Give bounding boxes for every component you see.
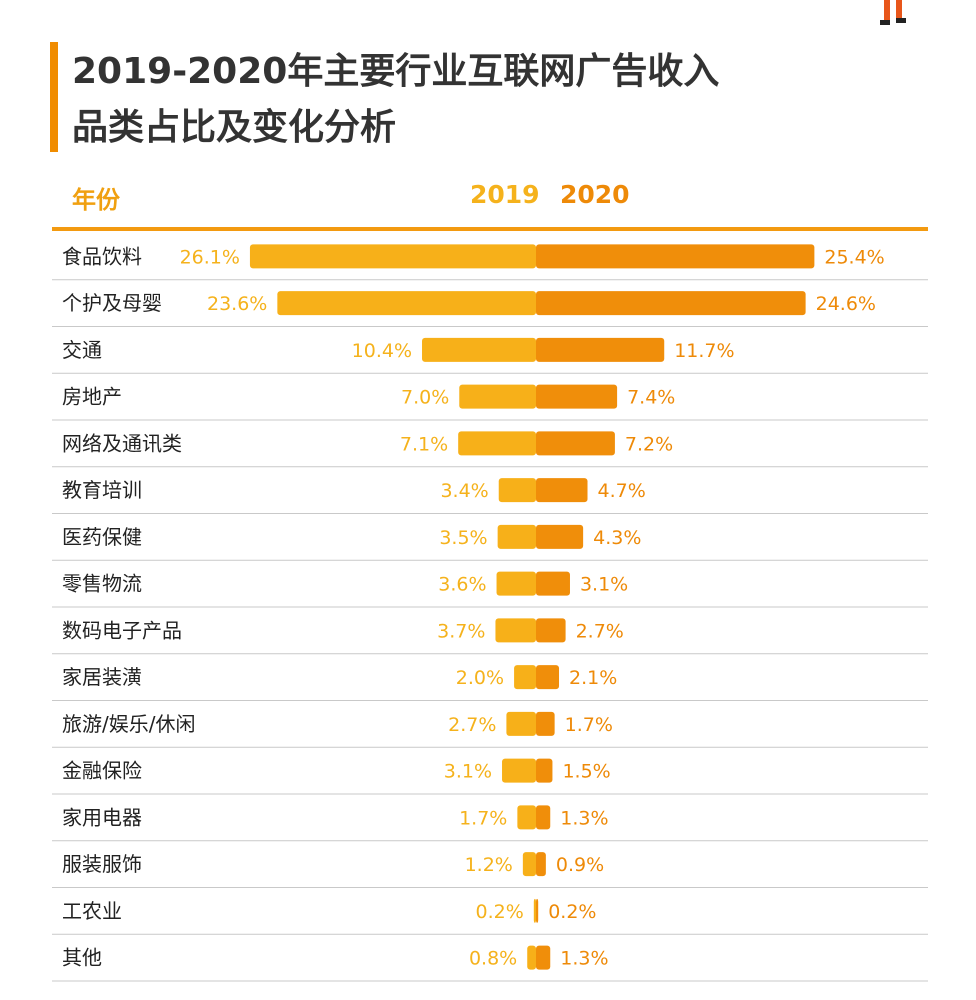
bar-2019	[502, 758, 536, 783]
data-label-2019: 26.1%	[180, 246, 240, 268]
bar-2019	[495, 618, 536, 643]
category-label: 家居装潢	[62, 665, 142, 689]
data-label-2019: 1.7%	[459, 807, 507, 829]
bar-2019	[458, 431, 536, 456]
bar-2020	[536, 852, 546, 877]
bar-2020	[536, 478, 588, 503]
bar-2020	[536, 665, 560, 690]
bar-2019	[506, 711, 536, 736]
category-label: 房地产	[62, 385, 122, 409]
category-label: 个护及母婴	[62, 291, 162, 315]
data-label-2019: 7.0%	[401, 387, 449, 409]
category-label: 交通	[62, 338, 102, 362]
bar-2019	[497, 524, 536, 549]
category-label: 网络及通讯类	[62, 431, 182, 455]
data-label-2020: 2.1%	[569, 667, 617, 689]
data-label-2020: 11.7%	[674, 340, 734, 362]
data-label-2019: 3.5%	[439, 527, 487, 549]
title-line-2: 品类占比及变化分析	[72, 107, 397, 148]
category-label: 旅游/娱乐/休闲	[62, 712, 195, 736]
bar-2019	[527, 945, 536, 970]
data-label-2019: 3.7%	[437, 620, 485, 642]
data-label-2019: 0.8%	[469, 948, 517, 970]
data-label-2020: 0.9%	[556, 854, 604, 876]
data-label-2019: 3.1%	[444, 761, 492, 783]
data-label-2020: 1.3%	[560, 807, 608, 829]
bar-2020	[536, 337, 665, 362]
data-label-2020: 0.2%	[548, 901, 596, 923]
bar-2019	[422, 337, 536, 362]
category-label: 食品饮料	[62, 244, 142, 268]
title-line-1: 2019-2020年主要行业互联网广告收入	[72, 51, 720, 92]
data-label-2020: 24.6%	[816, 293, 876, 315]
data-label-2020: 7.4%	[627, 387, 675, 409]
bar-2019	[459, 384, 536, 409]
bar-2020	[536, 571, 570, 596]
bar-2020	[536, 291, 806, 316]
data-label-2019: 2.0%	[456, 667, 504, 689]
bar-2020	[536, 384, 618, 409]
data-label-2019: 23.6%	[207, 293, 267, 315]
bar-2019	[522, 852, 536, 877]
bar-2020	[536, 945, 551, 970]
category-label: 教育培训	[62, 478, 142, 502]
data-label-2019: 2.7%	[448, 714, 496, 736]
bar-2020	[536, 244, 815, 269]
data-label-2019: 0.2%	[476, 901, 524, 923]
data-label-2019: 7.1%	[400, 433, 448, 455]
data-label-2019: 10.4%	[352, 340, 412, 362]
bar-2019	[496, 571, 536, 596]
bar-2019	[277, 291, 536, 316]
bar-2019	[533, 898, 536, 923]
data-label-2020: 1.3%	[560, 948, 608, 970]
data-label-2020: 25.4%	[824, 246, 884, 268]
legend-2019: 2019	[470, 180, 540, 209]
page-title: 2019-2020年主要行业互联网广告收入 品类占比及变化分析	[72, 44, 719, 156]
bar-2019	[249, 244, 536, 269]
title-accent-bar	[50, 42, 58, 152]
bar-2020	[536, 758, 553, 783]
data-label-2019: 3.6%	[438, 574, 486, 596]
data-label-2020: 2.7%	[576, 620, 624, 642]
bar-2019	[498, 478, 536, 503]
data-label-2020: 4.3%	[593, 527, 641, 549]
category-label: 医药保健	[62, 525, 142, 549]
bar-2020	[536, 805, 551, 830]
category-label: 零售物流	[62, 572, 142, 596]
bar-2020	[536, 711, 555, 736]
data-label-2019: 1.2%	[465, 854, 513, 876]
header-divider	[52, 227, 928, 231]
category-label: 数码电子产品	[62, 618, 182, 642]
bar-2019	[517, 805, 536, 830]
bar-2020	[536, 898, 539, 923]
bar-2020	[536, 431, 615, 456]
bar-2019	[514, 665, 536, 690]
bar-2020	[536, 524, 584, 549]
data-label-2019: 3.4%	[440, 480, 488, 502]
data-label-2020: 1.5%	[562, 761, 610, 783]
data-label-2020: 1.7%	[565, 714, 613, 736]
bar-2020	[536, 618, 566, 643]
data-label-2020: 7.2%	[625, 433, 673, 455]
category-label: 其他	[62, 946, 102, 970]
category-label: 工农业	[62, 899, 122, 923]
data-label-2020: 4.7%	[598, 480, 646, 502]
decorative-figure-icon	[880, 0, 906, 25]
data-label-2020: 3.1%	[580, 574, 628, 596]
legend-2020: 2020	[560, 180, 630, 209]
category-label: 家用电器	[62, 805, 142, 829]
legend-year-label: 年份	[72, 186, 120, 214]
category-label: 金融保险	[62, 759, 142, 783]
category-label: 服装服饰	[62, 852, 142, 876]
